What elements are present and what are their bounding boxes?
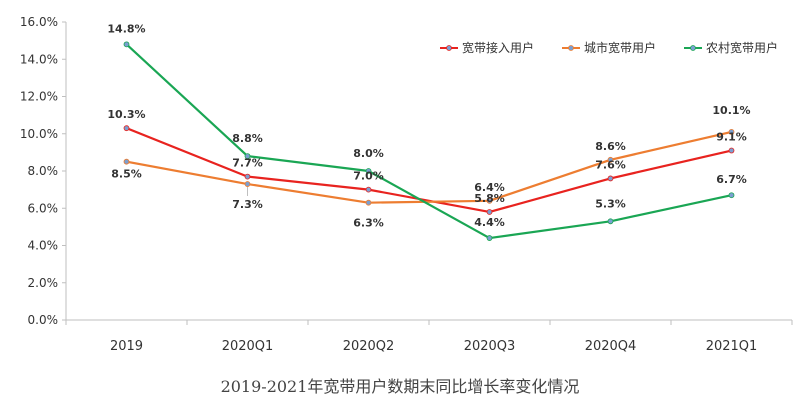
data-point: [244, 173, 251, 180]
series-line-3: [125, 43, 732, 240]
data-label: 8.0%: [353, 147, 384, 160]
data-point: [244, 181, 251, 187]
series-lines: [123, 41, 735, 241]
data-label: 8.6%: [595, 140, 626, 153]
data-labels: 10.3% 7.7% 7.0% 5.8% 7.6% 9.1% 8.5% 7.3% 6.3% 6.4…: [107, 22, 750, 229]
data-label: 4.4%: [474, 216, 505, 229]
legend-label: 城市宽带用户: [584, 40, 656, 55]
axes: 0.0% 2.0% 4.0% 6.0% 8.0% 10.0% 12.0% 14.0% 16.0%…: [20, 15, 793, 354]
y-tick-label: 14.0%: [20, 52, 58, 66]
series-line-2: [126, 130, 732, 204]
data-point: [123, 158, 130, 165]
data-point: [728, 192, 735, 199]
data-label: 5.3%: [595, 197, 626, 210]
data-label: 8.8%: [232, 132, 263, 145]
legend-label: 宽带接入用户: [462, 40, 534, 55]
data-label: 9.1%: [716, 131, 747, 144]
y-tick-label: 6.0%: [28, 201, 59, 215]
data-label: 10.3%: [107, 108, 145, 121]
x-tick-label: 2019: [110, 339, 143, 354]
data-point: [365, 168, 372, 174]
data-label: 7.7%: [232, 157, 263, 170]
data-label: 7.0%: [353, 170, 384, 183]
data-point: [728, 128, 735, 135]
y-tick-label: 16.0%: [20, 15, 58, 29]
data-label: 10.1%: [712, 104, 750, 117]
data-point: [244, 153, 251, 160]
data-label: 8.5%: [111, 168, 142, 181]
series-line-1: [126, 127, 732, 214]
data-label: 14.8%: [107, 22, 145, 35]
data-label: 7.3%: [232, 198, 263, 211]
legend-marker: [568, 45, 574, 51]
data-point: [486, 235, 493, 241]
y-tick-label: 8.0%: [28, 164, 59, 178]
x-tick-label: 2020Q3: [464, 339, 516, 354]
x-tick-label: 2020Q4: [585, 339, 637, 354]
chart-title: 2019-2021年宽带用户数期末同比增长率变化情况: [221, 377, 580, 396]
data-point: [123, 125, 130, 132]
y-tick-label: 10.0%: [20, 127, 58, 141]
data-point: [607, 156, 614, 163]
data-point: [607, 218, 614, 225]
y-tick-label: 0.0%: [28, 313, 59, 327]
legend-label: 农村宽带用户: [706, 40, 778, 55]
data-point: [486, 197, 493, 204]
data-label: 5.8%: [474, 192, 505, 205]
data-point: [607, 175, 614, 182]
data-label: 7.6%: [595, 158, 626, 171]
x-tick-label: 2021Q1: [706, 339, 758, 354]
y-tick-label: 2.0%: [28, 276, 59, 290]
y-tick-label: 4.0%: [28, 239, 59, 253]
y-tick-label: 12.0%: [20, 90, 58, 104]
x-tick-label: 2020Q1: [222, 339, 274, 354]
data-point: [486, 209, 493, 215]
legend-marker: [690, 45, 696, 51]
data-label: 6.3%: [353, 217, 384, 230]
legend-marker: [446, 45, 452, 51]
data-label: 6.7%: [716, 173, 747, 186]
data-point: [365, 186, 372, 193]
legend: 宽带接入用户 城市宽带用户 农村宽带用户: [440, 40, 778, 55]
x-tick-label: 2020Q2: [343, 339, 395, 354]
data-point: [123, 41, 130, 48]
data-point: [728, 147, 735, 154]
data-label: 6.4%: [474, 181, 505, 194]
data-point: [365, 199, 372, 206]
